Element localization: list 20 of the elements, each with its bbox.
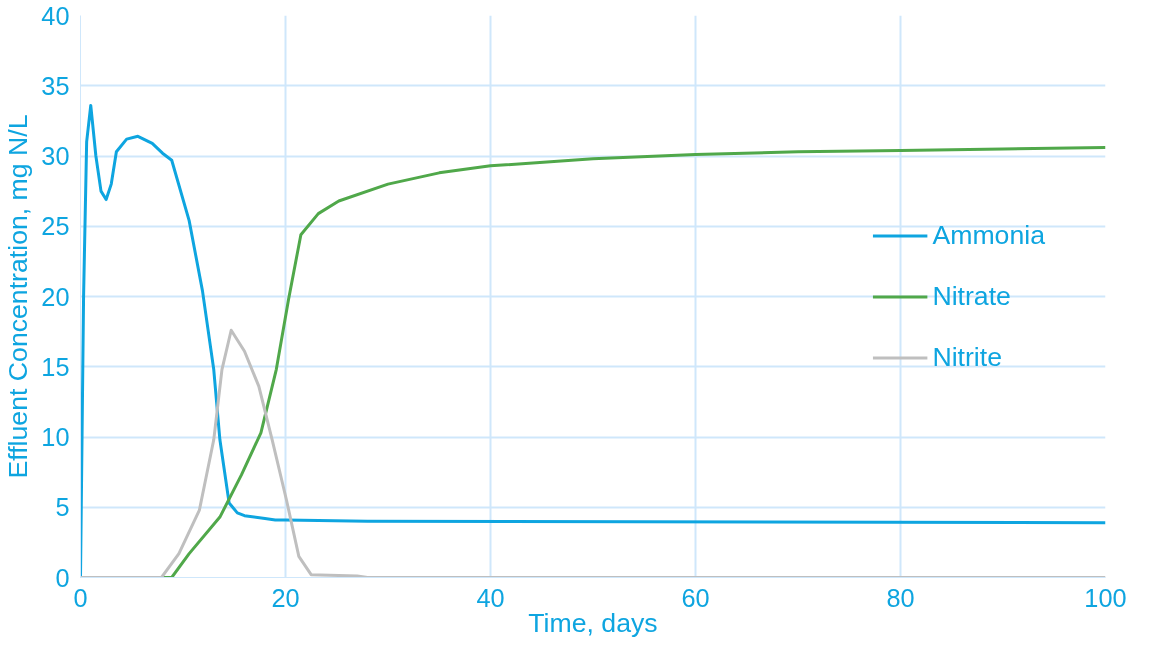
legend-label: Nitrite: [932, 341, 1003, 373]
x-tick-label: 0: [73, 583, 88, 612]
x-axis-title: Time, days: [528, 607, 658, 638]
y-tick-label: 35: [41, 71, 70, 100]
y-tick-label: 40: [41, 1, 70, 30]
legend-label: Ammonia: [932, 219, 1045, 251]
y-tick-label: 25: [41, 212, 70, 241]
x-tick-label: 40: [476, 583, 505, 612]
x-tick-label: 60: [681, 583, 710, 612]
y-tick-label: 10: [41, 423, 70, 451]
y-tick-label: 0: [55, 563, 70, 592]
y-tick-label: 20: [41, 282, 70, 311]
y-tick-label: 5: [55, 493, 70, 522]
x-tick-label: 100: [1084, 583, 1127, 612]
x-tick-label: 80: [886, 583, 915, 612]
legend-label: Nitrate: [932, 280, 1011, 312]
y-axis-title: Effluent Concentration, mg N/L: [3, 114, 34, 479]
x-tick-label: 20: [271, 583, 300, 612]
y-tick-label: 15: [41, 352, 70, 381]
y-tick-label: 30: [41, 142, 70, 170]
